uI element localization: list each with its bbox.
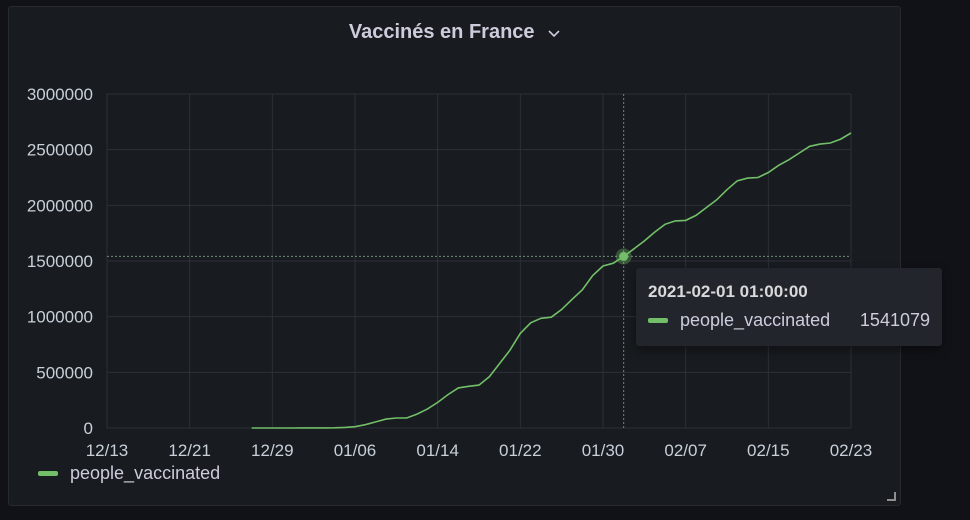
y-tick-label: 500000 — [36, 363, 93, 382]
chevron-down-icon[interactable] — [548, 21, 560, 44]
x-tick-label: 12/13 — [86, 441, 129, 460]
series-line-people_vaccinated[interactable] — [251, 132, 852, 429]
x-tick-label: 01/22 — [499, 441, 542, 460]
x-tick-label: 12/29 — [251, 441, 294, 460]
legend-swatch — [38, 471, 58, 476]
x-tick-label: 02/23 — [830, 441, 873, 460]
tooltip-value: 1541079 — [859, 310, 930, 330]
hover-point[interactable] — [619, 251, 629, 261]
x-tick-label: 01/30 — [582, 441, 625, 460]
x-tick-label: 01/06 — [334, 441, 377, 460]
legend[interactable]: people_vaccinated — [38, 463, 220, 484]
panel-title[interactable]: Vaccinés en France — [348, 21, 535, 43]
x-tick-label: 02/15 — [747, 441, 790, 460]
x-tick-label: 12/21 — [168, 441, 211, 460]
legend-label[interactable]: people_vaccinated — [70, 463, 221, 483]
panel-header[interactable]: Vaccinés en France — [9, 21, 900, 44]
x-tick-label: 02/07 — [664, 441, 707, 460]
y-tick-label: 1000000 — [27, 308, 93, 327]
tooltip-row: people_vaccinated 1541079 — [648, 310, 930, 331]
tooltip-swatch — [648, 318, 668, 323]
tooltip-time: 2021-02-01 01:00:00 — [648, 282, 808, 301]
y-tick-label: 2500000 — [27, 141, 93, 160]
tooltip-series-name: people_vaccinated — [680, 310, 831, 330]
tooltip: 2021-02-01 01:00:00 people_vaccinated 15… — [636, 268, 942, 346]
y-tick-label: 1500000 — [27, 252, 93, 271]
y-tick-label: 0 — [84, 419, 93, 438]
y-tick-label: 2000000 — [27, 196, 93, 215]
x-tick-label: 01/14 — [416, 441, 459, 460]
resize-handle-icon[interactable] — [887, 492, 896, 501]
y-tick-label: 3000000 — [27, 85, 93, 104]
